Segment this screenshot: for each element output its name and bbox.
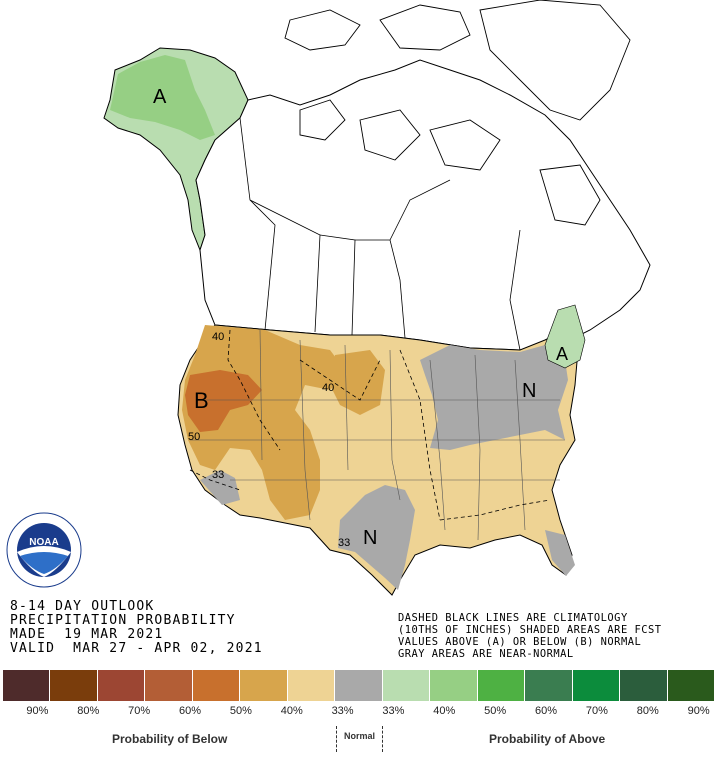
legend-swatch: [145, 670, 193, 701]
probability-legend: 90% 80% 70% 60% 50% 40% 33% 33% 40% 50% 60% 70% 80% 9…: [0, 670, 719, 759]
legend-percent-labels: 90% 80% 70% 60% 50% 40% 33% 33% 40% 50% 60% 70% 80% 9…: [3, 705, 715, 717]
contour-label-1: 40: [212, 331, 224, 343]
noaa-logo: NOAA: [6, 512, 82, 588]
legend-swatch: [192, 670, 241, 701]
legend-swatch: [382, 670, 431, 701]
legend-swatch: [477, 670, 526, 701]
probability-above-label: Probability of Above: [489, 732, 606, 746]
legend-percent-label: 80%: [636, 705, 659, 717]
arctic-islands: [284, 0, 631, 226]
legend-swatch: [240, 670, 288, 701]
legend-percent-label: 33%: [331, 705, 354, 717]
legend-percent-label: 50%: [229, 705, 252, 717]
legend-percent-label: 80%: [77, 705, 100, 717]
title-line-2: PRECIPITATION PROBABILITY: [10, 613, 236, 628]
legend-percent-label: 40%: [433, 705, 456, 717]
texas-normal-label: N: [363, 527, 377, 549]
legend-swatch: [50, 670, 98, 701]
legend-percent-label: 90%: [687, 705, 710, 717]
legend-percent-label: 70%: [585, 705, 608, 717]
canada-province-lines: [239, 117, 521, 351]
title-line-3: MADE 19 MAR 2021: [10, 627, 164, 642]
normal-label: Normal: [344, 731, 376, 741]
northeast-above-label: A: [556, 344, 568, 364]
west-below-label: B: [194, 388, 209, 413]
legend-percent-label: 90%: [26, 705, 49, 717]
plains-below-40-area: [330, 350, 385, 415]
legend-swatch: [430, 670, 478, 701]
florida-normal-area: [545, 530, 575, 576]
great-lakes-normal-area: [420, 345, 568, 450]
legend-swatch: [572, 670, 621, 701]
contour-label-2: 40: [322, 382, 334, 394]
climatology-dashed-lines: [189, 329, 551, 521]
legend-percent-label: 50%: [484, 705, 507, 717]
svg-text:NOAA: NOAA: [29, 537, 58, 548]
note-line-3: VALUES ABOVE (A) OR BELOW (B) NORMAL: [398, 636, 642, 648]
legend-swatch: [287, 670, 336, 701]
title-line-4: VALID MAR 27 - APR 02, 2021: [10, 641, 263, 656]
legend-swatch: [97, 670, 146, 701]
legend-swatch: [3, 670, 51, 701]
note-line-2: (10THS OF INCHES) SHADED AREAS ARE FCST: [398, 624, 662, 636]
contour-label-3: 50: [188, 431, 200, 443]
legend-swatch: [335, 670, 383, 701]
precipitation-outlook-map: A A B N N 40 40 50 33 33: [103, 0, 651, 596]
alaska-above-label: A: [153, 86, 167, 108]
alaska-above-40-area: [110, 55, 215, 140]
normal-separator-left: [336, 726, 337, 752]
texas-normal-area: [338, 485, 415, 590]
southwest-normal-area: [200, 470, 240, 505]
great-lakes-normal-label: N: [522, 380, 536, 402]
legend-swatches: [3, 670, 716, 702]
legend-swatch: [667, 670, 716, 701]
normal-separator-right: [382, 726, 383, 752]
contour-label-4: 33: [212, 469, 224, 481]
legend-percent-label: 60%: [535, 705, 558, 717]
title-line-1: 8-14 DAY OUTLOOK: [10, 599, 155, 614]
contour-label-5: 33: [338, 537, 350, 549]
note-line-1: DASHED BLACK LINES ARE CLIMATOLOGY: [398, 612, 628, 624]
northeast-above-area: [544, 304, 586, 369]
legend-percent-label: 60%: [178, 705, 202, 717]
legend-percent-label: 33%: [382, 705, 405, 717]
state-boundaries: [190, 329, 565, 541]
legend-percent-label: 40%: [280, 705, 303, 717]
legend-swatch: [620, 670, 668, 701]
legend-percent-label: 70%: [128, 705, 151, 717]
note-line-4: GRAY AREAS ARE NEAR-NORMAL: [398, 648, 574, 660]
map-note-block: DASHED BLACK LINES ARE CLIMATOLOGY (10THS…: [398, 612, 661, 660]
probability-below-label: Probability of Below: [112, 732, 228, 746]
legend-swatch: [525, 670, 573, 701]
outlook-title-block: 8-14 DAY OUTLOOK PRECIPITATION PROBABILIT…: [10, 600, 263, 656]
